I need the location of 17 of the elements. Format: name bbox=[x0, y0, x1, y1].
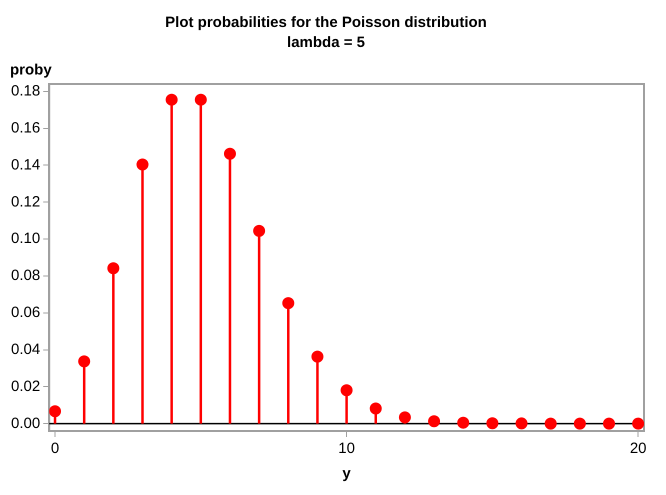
y-tick-label: 0.14 bbox=[10, 156, 40, 174]
y-tick-label: 0.00 bbox=[10, 414, 40, 432]
x-axis-title: y bbox=[342, 465, 352, 482]
chart-subtitle: lambda = 5 bbox=[287, 34, 365, 52]
y-tick-label: 0.06 bbox=[10, 304, 40, 322]
y-tick-label: 0.16 bbox=[10, 119, 40, 136]
y-tick-label: 0.18 bbox=[10, 82, 40, 100]
x-tick-label: 20 bbox=[630, 440, 647, 458]
y-tick-label: 0.08 bbox=[10, 267, 40, 284]
y-tick-label: 0.04 bbox=[10, 340, 40, 358]
y-tick-label: 0.10 bbox=[10, 230, 40, 248]
y-tick-label: 0.02 bbox=[10, 378, 40, 395]
y-tick-label: 0.12 bbox=[10, 193, 40, 210]
y-axis-title: proby bbox=[10, 62, 52, 79]
chart-title: Plot probabilities for the Poisson distribution bbox=[165, 14, 487, 32]
x-tick-label: 0 bbox=[50, 440, 60, 458]
x-tick-label: 10 bbox=[338, 440, 355, 458]
